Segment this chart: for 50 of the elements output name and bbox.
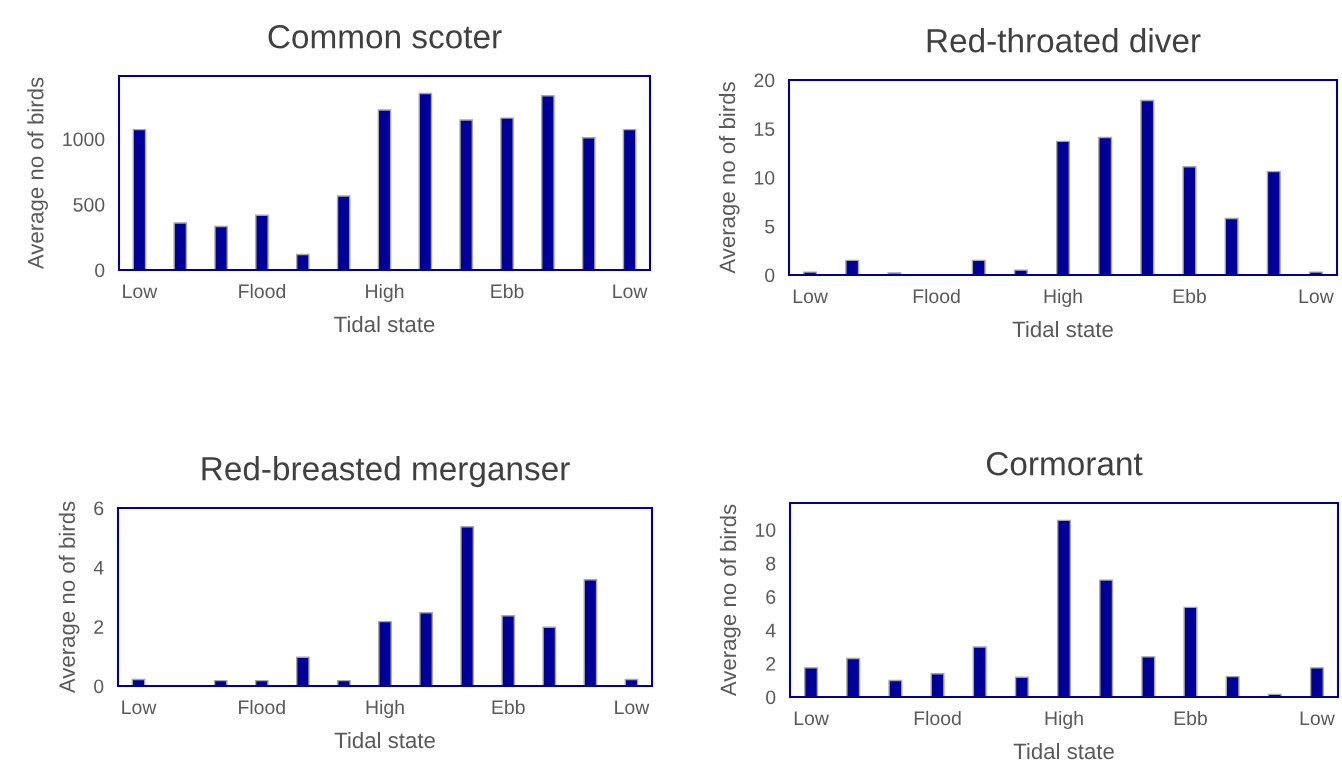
y-tick-label: 2: [94, 620, 104, 634]
y-tick-label: 2: [766, 657, 776, 671]
x-tick-label: Low: [1299, 289, 1334, 304]
y-tick-label: 0: [765, 268, 775, 283]
x-tick-label: Low: [793, 289, 828, 304]
y-tick-label: 4: [93, 561, 104, 575]
y-tick-label: 10: [754, 170, 775, 185]
x-tick-label: Flood: [914, 710, 961, 726]
x-tick-label: Ebb: [1173, 288, 1206, 304]
x-tick-label: Flood: [239, 699, 285, 715]
y-tick-label: 8: [766, 556, 776, 571]
x-tick-label: High: [366, 699, 404, 719]
x-tick-label: Flood: [239, 283, 286, 299]
y-axis-title: Average no of birds: [27, 77, 48, 270]
y-tick-label: 6: [94, 501, 104, 516]
y-tick-label: 20: [754, 73, 775, 88]
x-tick-label: Flood: [913, 288, 960, 304]
x-axis-title: Tidal state: [1013, 742, 1114, 760]
y-tick-label: 5: [765, 219, 775, 234]
y-axis-title: Average no of birds: [718, 82, 740, 274]
x-axis-title: Tidal state: [1012, 320, 1113, 338]
x-tick-label: High: [1045, 710, 1083, 730]
y-tick-label: 1000: [63, 132, 105, 147]
x-tick-label: Low: [1300, 711, 1335, 726]
y-axis-title: Average no of birds: [719, 504, 741, 697]
y-tick-label: 15: [754, 122, 775, 136]
chart-title: Common scoter: [268, 24, 502, 49]
y-axis-title: Average no of birds: [58, 501, 80, 694]
y-tick-label: 4: [765, 623, 776, 638]
x-tick-label: Low: [615, 700, 650, 715]
x-tick-label: Low: [794, 711, 829, 726]
y-tick-label: 6: [766, 590, 776, 604]
x-tick-label: Low: [613, 284, 648, 299]
x-tick-label: Ebb: [1174, 710, 1207, 726]
y-tick-label: 0: [94, 679, 104, 694]
x-tick-label: High: [1044, 288, 1082, 308]
y-tick-label: 0: [95, 263, 105, 278]
x-tick-label: Low: [122, 700, 157, 715]
chart-title: Red-throated diver: [927, 28, 1201, 53]
chart-title: Cormorant: [986, 451, 1143, 476]
x-axis-title: Tidal state: [334, 315, 435, 333]
x-axis-title: Tidal state: [334, 731, 435, 749]
y-tick-label: 500: [73, 197, 105, 212]
x-tick-label: Low: [123, 284, 158, 299]
y-tick-label: 10: [755, 523, 776, 537]
chart-title: Red-breasted merganser: [202, 456, 570, 488]
x-tick-label: Ebb: [491, 283, 524, 299]
x-tick-label: Ebb: [492, 699, 525, 715]
y-tick-label: 0: [766, 690, 776, 705]
x-tick-label: High: [366, 283, 404, 303]
